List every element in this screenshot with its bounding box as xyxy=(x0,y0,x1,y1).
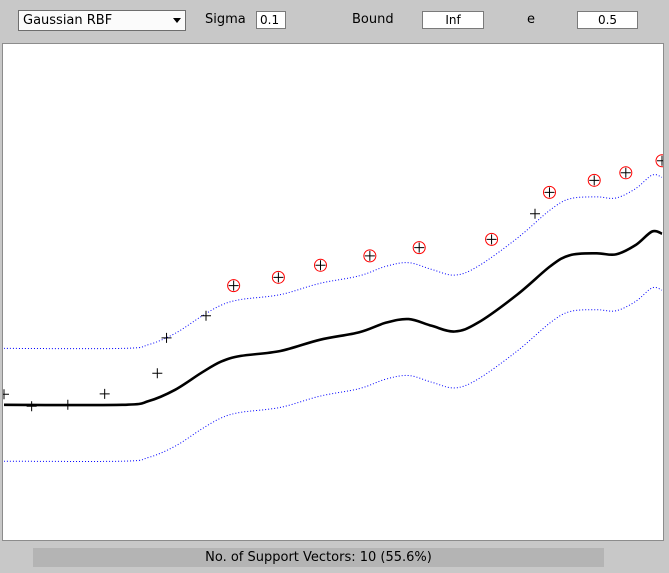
support-vector-ring xyxy=(412,241,426,255)
kernel-select-value: Gaussian RBF xyxy=(23,13,113,28)
data-point xyxy=(620,167,631,178)
data-point xyxy=(544,187,555,198)
lower-margin-line xyxy=(3,286,663,462)
data-point xyxy=(26,401,37,412)
regression-chart-svg xyxy=(3,154,663,462)
support-vector-ring xyxy=(485,232,499,246)
data-point xyxy=(486,234,497,245)
support-vector-ring xyxy=(313,258,327,272)
data-point xyxy=(3,389,9,400)
data-point xyxy=(201,310,212,321)
epsilon-input[interactable] xyxy=(577,11,638,29)
data-point xyxy=(152,368,163,379)
data-point xyxy=(657,155,663,166)
support-vector-ring xyxy=(587,173,601,187)
data-point xyxy=(273,272,284,283)
toolbar: Gaussian RBF Sigma Bound e xyxy=(0,0,669,40)
data-point xyxy=(228,280,239,291)
support-vector-ring xyxy=(227,279,241,293)
support-vector-count: No. of Support Vectors: 10 (55.6%) xyxy=(205,550,432,565)
support-vector-ring xyxy=(655,154,663,168)
sigma-input[interactable] xyxy=(256,11,286,29)
sigma-label: Sigma xyxy=(205,12,246,27)
chevron-down-icon xyxy=(173,18,181,23)
data-point xyxy=(62,399,73,410)
data-point xyxy=(530,208,541,219)
data-point xyxy=(315,260,326,271)
data-point xyxy=(161,332,172,343)
status-bar: No. of Support Vectors: 10 (55.6%) xyxy=(33,548,604,567)
kernel-select[interactable]: Gaussian RBF xyxy=(18,10,186,31)
support-vector-ring xyxy=(619,166,633,180)
support-vector-ring xyxy=(363,249,377,263)
data-point xyxy=(99,388,110,399)
data-point xyxy=(589,175,600,186)
support-vector-ring xyxy=(271,270,285,284)
data-point xyxy=(414,242,425,253)
support-vector-ring xyxy=(542,185,556,199)
bound-input[interactable] xyxy=(422,11,484,29)
regression-plot[interactable] xyxy=(2,43,664,541)
data-point xyxy=(364,250,375,261)
epsilon-label: e xyxy=(527,12,535,27)
regression-line xyxy=(3,229,663,407)
upper-margin-line xyxy=(3,174,663,350)
bound-label: Bound xyxy=(352,12,394,27)
